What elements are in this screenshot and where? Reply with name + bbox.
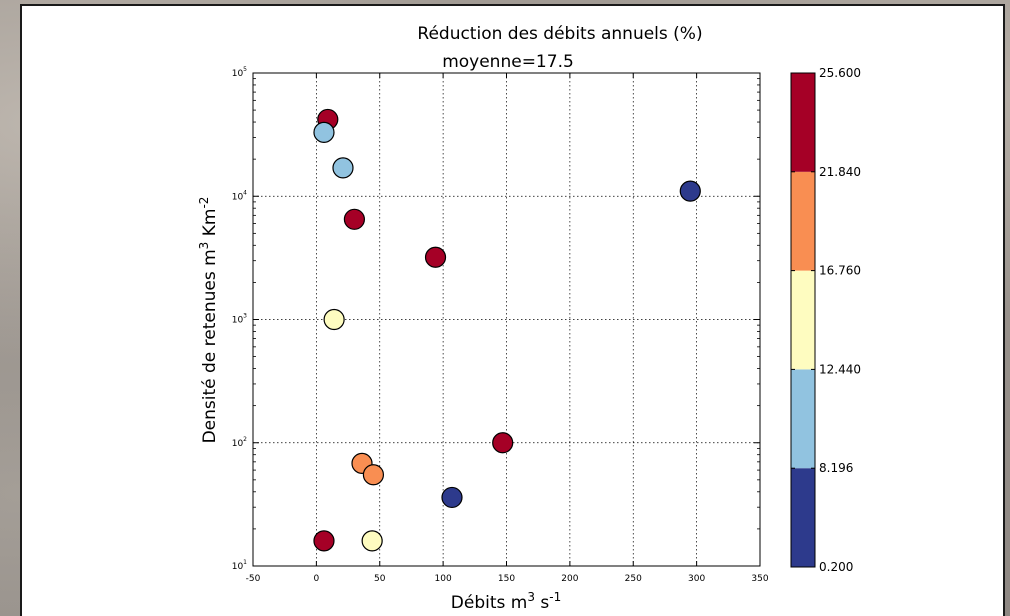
y-tick-label: 104 <box>232 189 247 202</box>
data-points <box>313 108 701 552</box>
x-tick-label: 100 <box>435 574 452 584</box>
y-tick-label: 102 <box>232 436 247 449</box>
x-tick-label: 50 <box>374 574 386 584</box>
colorbar-segment <box>791 369 815 469</box>
data-point <box>441 486 463 509</box>
colorbar-segment <box>791 468 815 567</box>
colorbar-label: 25.600 <box>819 66 861 80</box>
colorbar-label: 0.200 <box>819 560 853 574</box>
data-point <box>492 432 514 454</box>
data-point <box>362 464 385 486</box>
colorbar-segment <box>791 270 815 370</box>
x-axis-label: Débits m3 s-1 <box>451 590 561 613</box>
x-tick-label: 250 <box>625 574 642 584</box>
y-tick-label: 103 <box>232 313 247 326</box>
data-point <box>332 157 354 179</box>
colorbar-segment <box>791 73 815 172</box>
colorbar-label: 21.840 <box>819 165 861 179</box>
data-point <box>343 208 365 230</box>
chart-title: Réduction des débits annuels (%) <box>417 24 702 44</box>
x-tick-label: 150 <box>498 574 515 584</box>
data-point <box>424 246 447 268</box>
x-tick-label: 200 <box>561 574 578 584</box>
x-tick-label: -50 <box>246 574 261 584</box>
x-tick-label: 0 <box>314 574 320 584</box>
plot-frame <box>252 72 761 567</box>
y-axis-label: Densité de retenues m3 Km-2 <box>197 197 220 444</box>
colorbar: 0.200 8.196 12.440 16.760 21.840 25.600 <box>790 66 861 574</box>
colorbar-label: 8.196 <box>819 461 853 475</box>
colorbar-segment <box>791 171 815 271</box>
data-point <box>679 180 701 202</box>
x-tick-label: 350 <box>751 574 768 584</box>
data-point <box>361 530 383 552</box>
x-tick-label: 300 <box>688 574 705 584</box>
colorbar-label: 12.440 <box>819 362 861 376</box>
y-tick-label: 101 <box>232 559 247 572</box>
colorbar-frame <box>790 72 816 568</box>
colorbar-label: 16.760 <box>819 264 861 278</box>
y-tick-label: 105 <box>232 66 247 79</box>
data-point <box>313 121 335 143</box>
data-point <box>313 530 335 552</box>
chart-subtitle: moyenne=17.5 <box>442 52 574 72</box>
data-point <box>323 308 345 331</box>
